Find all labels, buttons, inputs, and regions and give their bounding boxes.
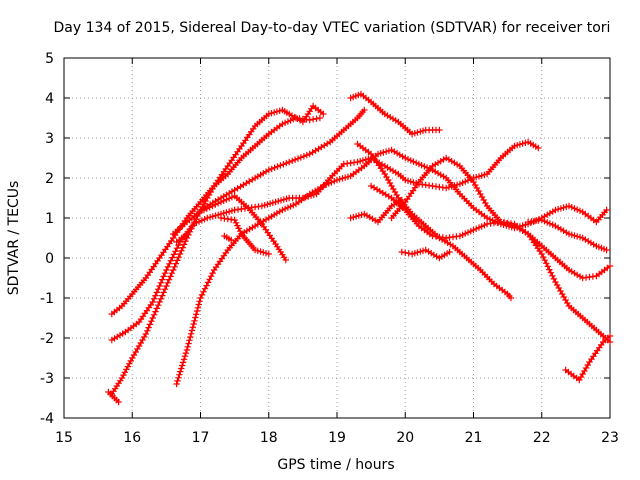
series-track-9 <box>173 230 191 246</box>
series-track-16 <box>367 182 614 282</box>
x-tick-label: 21 <box>465 430 483 446</box>
x-tick-label: 18 <box>260 430 278 446</box>
series-track-10 <box>221 232 235 244</box>
series-markers <box>200 192 289 264</box>
x-tick-label: 15 <box>55 430 73 446</box>
series-markers <box>105 388 122 406</box>
series-markers <box>347 90 443 138</box>
series-track-15 <box>347 90 443 138</box>
y-tick-label: 5 <box>45 51 54 67</box>
y-axis-label: SDTVAR / TECUs <box>6 181 22 296</box>
series-track-12 <box>347 196 405 226</box>
y-tick-label: 4 <box>45 91 54 107</box>
series-track-17 <box>524 216 610 254</box>
series-markers <box>398 246 453 262</box>
series-markers <box>524 216 610 254</box>
y-tick-label: 2 <box>45 171 54 187</box>
series <box>105 90 614 406</box>
y-tick-label: 1 <box>45 211 54 227</box>
series-line <box>223 235 232 241</box>
series-markers <box>217 214 272 258</box>
y-tick-label: -1 <box>40 291 54 307</box>
x-tick-label: 23 <box>601 430 619 446</box>
x-tick-label: 17 <box>192 430 210 446</box>
x-axis-label: GPS time / hours <box>277 457 394 473</box>
series-markers <box>221 232 235 244</box>
series-track-7 <box>200 192 289 264</box>
series-markers <box>173 146 610 388</box>
y-tick-label: 3 <box>45 131 54 147</box>
y-tick-label: -3 <box>40 371 54 387</box>
series-track-13 <box>398 246 453 262</box>
series-markers <box>562 332 614 384</box>
x-tick-label: 19 <box>328 430 346 446</box>
y-tick-label: 0 <box>45 251 54 267</box>
y-tick-label: -4 <box>40 411 54 427</box>
y-tick-labels: -4 -3 -2 -1 0 1 2 3 4 5 <box>40 51 54 427</box>
series-markers <box>173 230 191 246</box>
x-tick-label: 20 <box>396 430 414 446</box>
series-markers <box>367 182 614 282</box>
axis-ticks <box>63 57 611 419</box>
x-tick-label: 16 <box>123 430 141 446</box>
x-tick-labels: 15 16 17 18 19 20 21 22 23 <box>55 430 619 446</box>
chart-title: Day 134 of 2015, Sidereal Day-to-day VTE… <box>54 20 611 36</box>
series-track-18 <box>562 332 614 384</box>
series-track-8 <box>217 214 272 258</box>
x-tick-label: 22 <box>533 430 551 446</box>
y-tick-label: -2 <box>40 331 54 347</box>
series-track-4 <box>105 388 122 406</box>
